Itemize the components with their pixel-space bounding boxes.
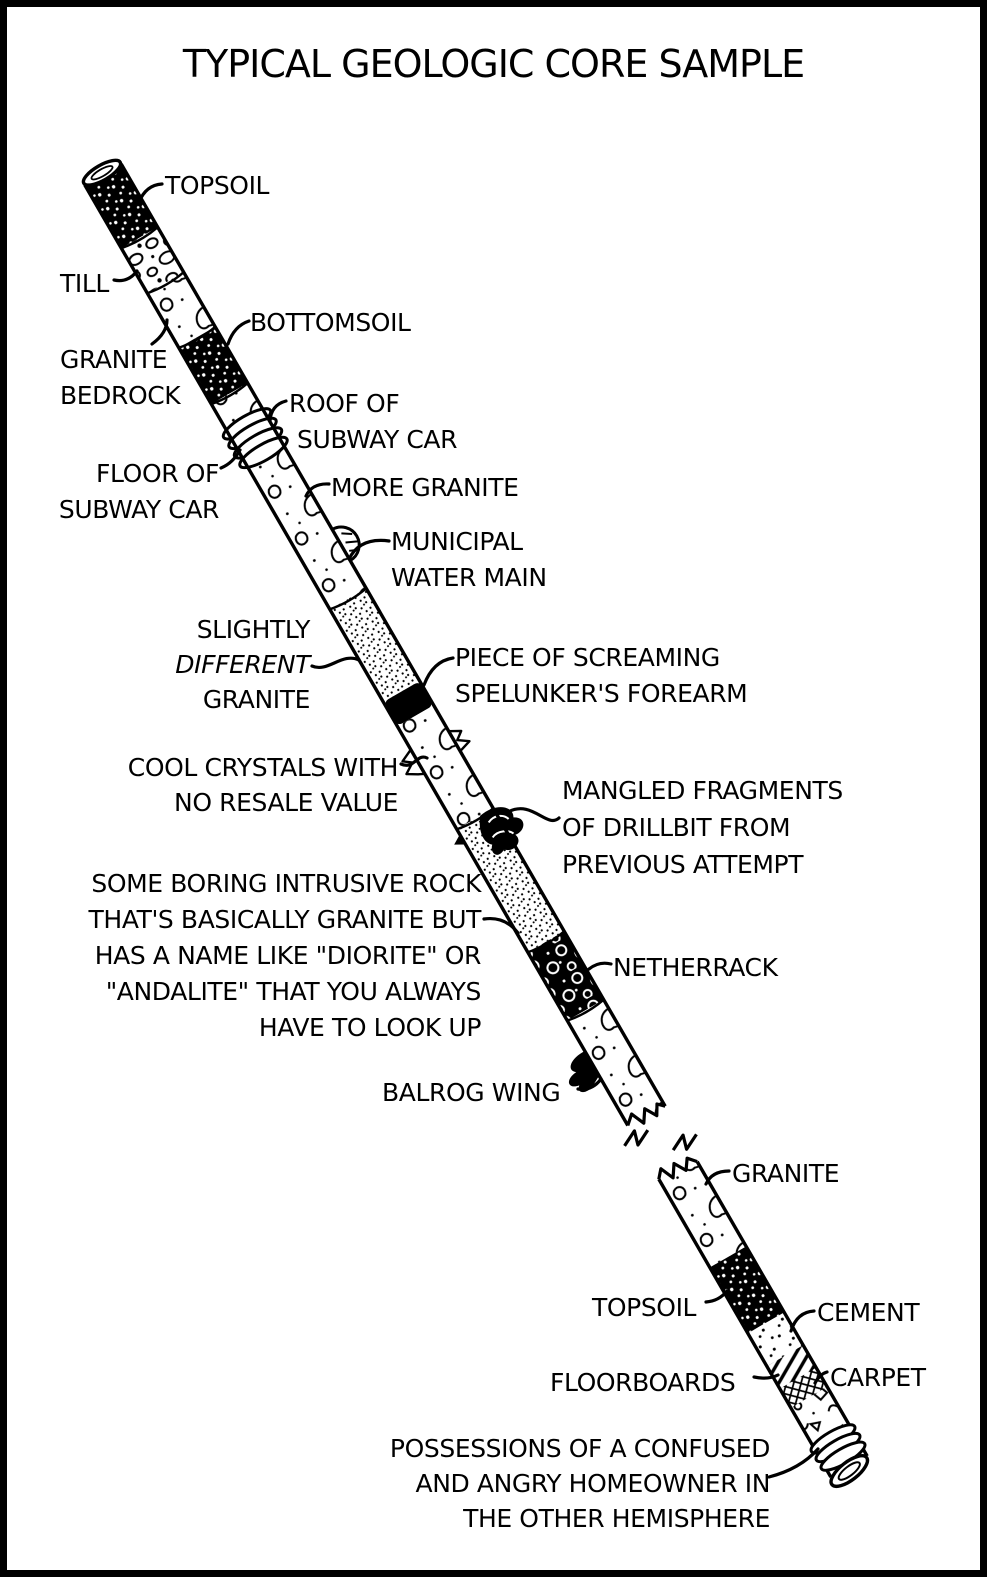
leader-cement	[789, 1309, 816, 1333]
break-edge-lower	[657, 1156, 698, 1180]
page-title: TYPICAL GEOLOGIC CORE SAMPLE	[182, 42, 805, 86]
leader-lines	[112, 182, 829, 1479]
label-municipal-water-main: MUNICIPAL WATER MAIN	[391, 527, 547, 592]
label-roof-of-subway-car: ROOF OF SUBWAY CAR	[289, 389, 458, 454]
label-spelunker-forearm: PIECE OF SCREAMING SPELUNKER'S FOREARM	[455, 643, 748, 708]
break-mark-lower	[671, 1133, 698, 1151]
core-outline	[83, 163, 869, 1478]
label-floorboards: FLOORBOARDS	[550, 1368, 736, 1397]
leader-granite-lower	[704, 1169, 731, 1186]
tip-ribs	[809, 1423, 867, 1472]
leader-roof-of-subway-car	[268, 399, 288, 423]
label-till: TILL	[60, 269, 109, 298]
core-segment-balrog-zone	[567, 999, 668, 1131]
leader-boring-intrusive-rock	[482, 916, 520, 935]
core-segment-granite-bedrock	[147, 272, 216, 348]
core-segment-topsoil-upper	[83, 162, 158, 249]
core-segment-granite-small	[211, 383, 263, 430]
label-mangled-drillbit: MANGLED FRAGMENTS OF DRILLBIT FROM PREVI…	[562, 776, 843, 879]
leader-bottomsoil	[226, 319, 251, 346]
core-segment-slightly-different-granite	[329, 588, 420, 702]
label-cool-crystals: COOL CRYSTALS WITH NO RESALE VALUE	[127, 753, 399, 817]
label-possessions: POSSESSIONS OF A CONFUSED AND ANGRY HOME…	[389, 1434, 770, 1533]
subway-car-coil	[221, 407, 289, 470]
break-mark-upper	[623, 1129, 650, 1147]
label-topsoil-upper: TOPSOIL	[165, 171, 270, 200]
core-segment-netherrack	[527, 931, 604, 1021]
label-bottomsoil: BOTTOMSOIL	[250, 308, 411, 337]
break-mask-upper	[627, 1104, 678, 1148]
core-segment-spelunker-forearm	[385, 683, 432, 725]
label-cement: CEMENT	[817, 1298, 920, 1327]
leader-spelunker-forearm	[422, 656, 455, 687]
core-segment-floorboards	[766, 1345, 817, 1389]
label-netherrack: NETHERRACK	[613, 953, 778, 982]
core-segment-topsoil-lower	[709, 1246, 785, 1334]
leader-more-granite	[304, 482, 331, 498]
break-edge-upper	[626, 1102, 666, 1126]
leader-granite-bedrock	[150, 318, 169, 346]
core-segment-intrusive-rock	[456, 808, 565, 953]
core-segment-granite-crystal-zone	[397, 705, 494, 830]
leader-netherrack	[587, 961, 613, 971]
label-granite-bedrock: GRANITE BEDROCK	[60, 345, 181, 410]
balrog-wing-shape	[569, 1050, 600, 1093]
core-sample	[81, 158, 870, 1489]
label-carpet: CARPET	[830, 1363, 926, 1392]
label-boring-intrusive-rock: SOME BORING INTRUSIVE ROCK THAT'S BASICA…	[88, 869, 482, 1042]
label-balrog-wing: BALROG WING	[382, 1078, 561, 1107]
leader-possessions	[767, 1447, 820, 1479]
leader-cool-crystals	[399, 755, 429, 767]
label-slightly-different-granite: SLIGHTLY DIFFERENT GRANITE	[175, 615, 310, 714]
core-bottom-cap	[829, 1454, 870, 1489]
leader-slightly-different-granite	[310, 656, 361, 670]
label-granite-lower: GRANITE	[732, 1159, 840, 1188]
leader-carpet	[813, 1370, 829, 1385]
core-segment-more-granite	[248, 448, 367, 610]
core-segment-granite-lower	[655, 1152, 747, 1268]
leader-till	[112, 269, 139, 283]
leader-floor-of-subway-car	[219, 448, 242, 470]
leader-balrog-wing	[576, 1077, 603, 1091]
leader-topsoil-upper	[137, 182, 164, 204]
leader-mangled-drillbit	[506, 807, 561, 822]
leader-topsoil-lower	[704, 1289, 729, 1304]
leader-floorboards	[752, 1373, 780, 1380]
label-topsoil-lower: TOPSOIL	[592, 1293, 697, 1322]
core-top-cap	[81, 158, 123, 187]
label-floor-of-subway-car: FLOOR OF SUBWAY CAR	[58, 459, 219, 524]
core-segment-carpet	[779, 1367, 828, 1408]
leader-municipal-water-main	[347, 538, 391, 561]
core-segment-cement	[747, 1312, 804, 1367]
core-segment-bottomsoil	[178, 326, 248, 405]
core-segment-till	[121, 227, 184, 294]
label-more-granite: MORE GRANITE	[331, 473, 519, 502]
